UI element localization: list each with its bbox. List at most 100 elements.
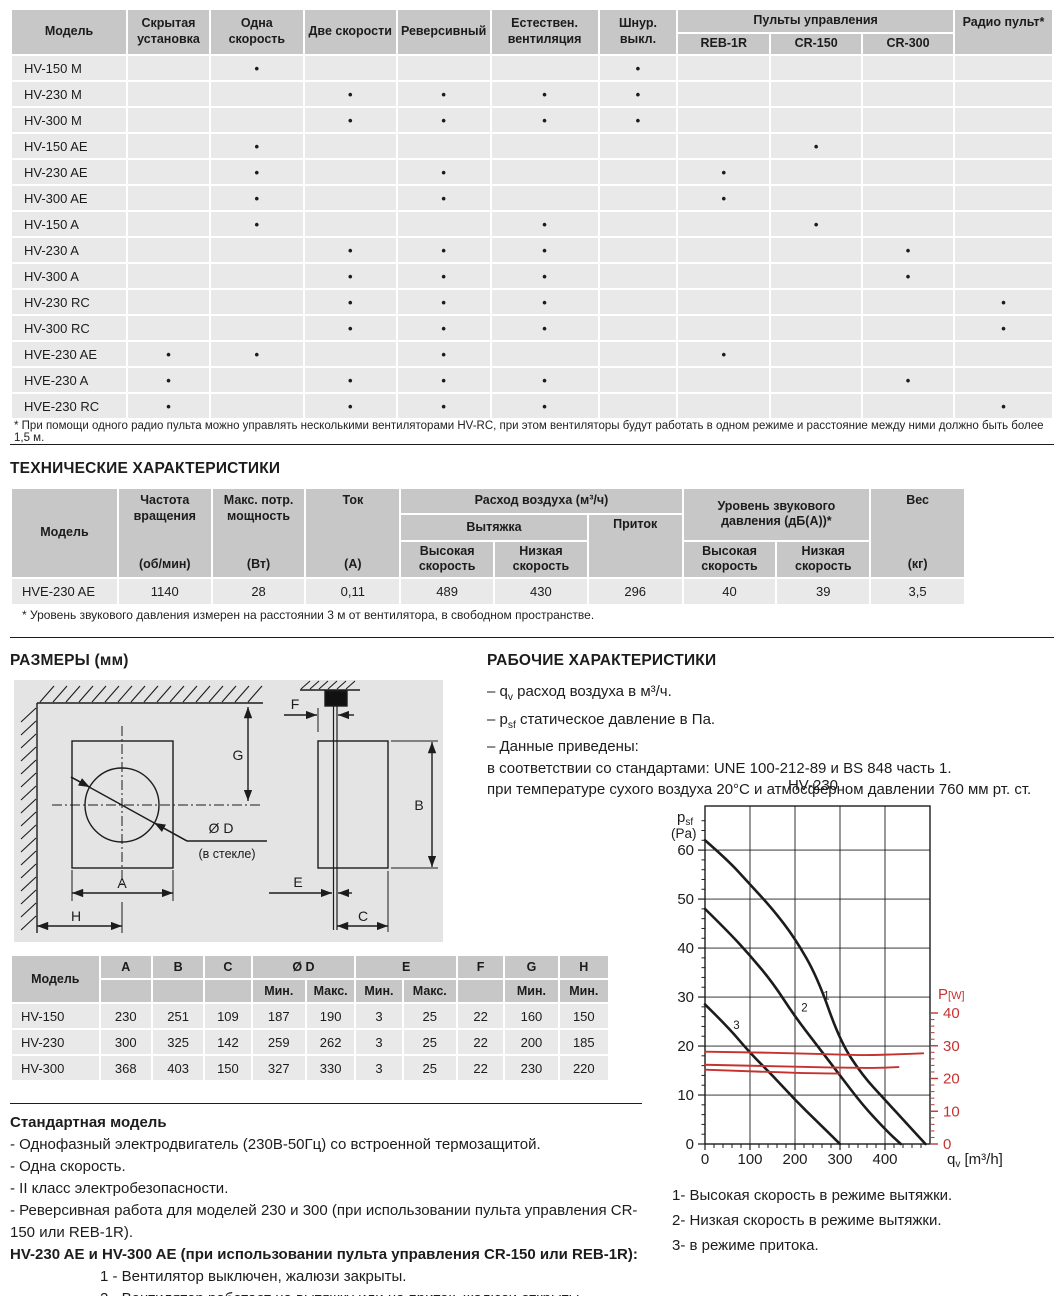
feature-dot: • [397, 186, 490, 210]
chart-legend: 1- Высокая скорость в режиме вытяжки. 2- … [672, 1183, 952, 1258]
feature-empty [210, 108, 303, 132]
svg-text:30: 30 [943, 1038, 960, 1055]
feature-dot: • [678, 342, 770, 366]
feature-empty [954, 212, 1052, 236]
model-name: HV-150 A [12, 212, 127, 236]
dim-label-f: F [291, 696, 300, 712]
feature-dot: • [397, 160, 490, 184]
feature-empty [210, 238, 303, 262]
dim-value: 200 [505, 1030, 558, 1054]
dimensions-table: Модель A B C Ø D E F G H Мин. Макс. Мин.… [10, 954, 610, 1082]
tech-header-noise-low: Низкая скорость [777, 541, 870, 577]
feature-empty [599, 212, 677, 236]
svg-text:60: 60 [677, 842, 694, 859]
dims-header-d: Ø D [252, 956, 355, 978]
feature-dot: • [397, 238, 490, 262]
feature-dot: • [599, 82, 677, 106]
feature-empty [210, 368, 303, 392]
feature-dot: • [210, 56, 303, 80]
dim-value: 150 [559, 1004, 608, 1028]
feature-empty [128, 160, 209, 184]
feature-dot: • [491, 290, 598, 314]
svg-text:400: 400 [872, 1151, 897, 1168]
feature-dot: • [491, 108, 598, 132]
feature-empty [678, 394, 770, 418]
table-row: HV-230 300 325 142 259 262 3 25 22 200 185 [12, 1030, 608, 1054]
feature-empty [128, 290, 209, 314]
tech-header-exhaust-high: Высокая скорость [401, 541, 494, 577]
svg-text:0: 0 [686, 1136, 694, 1153]
dims-header-f: F [457, 956, 504, 978]
model-name: HV-150 [12, 1004, 99, 1028]
tech-header-noise-high: Высокая скорость [683, 541, 776, 577]
table-row: HV-300 M • • • • [12, 108, 1052, 132]
feature-empty [771, 264, 862, 288]
tech-header-weight: Вес (кг) [871, 489, 964, 577]
feature-empty [599, 290, 677, 314]
feature-empty [491, 56, 598, 80]
model-name: HV-230 M [12, 82, 127, 106]
feature-empty [771, 108, 862, 132]
svg-text:qv [m³/h]: qv [m³/h] [947, 1151, 1003, 1170]
feature-dot: • [678, 160, 770, 184]
table-row: HVE-230 AE • • • • [12, 342, 1052, 366]
tech-header-current: Ток (А) [306, 489, 400, 577]
feature-empty [863, 290, 953, 314]
feature-empty [128, 134, 209, 158]
feature-empty [678, 56, 770, 80]
numbered-item: 1 - Вентилятор выключен, жалюзи закрыты. [100, 1268, 407, 1285]
feature-dot: • [304, 238, 396, 262]
feature-dot: • [128, 368, 209, 392]
tech-value: 489 [401, 579, 494, 604]
feature-empty [599, 238, 677, 262]
model-name: HV-230 AE [12, 160, 127, 184]
svg-text:10: 10 [677, 1087, 694, 1104]
legend-item: 2- Низкая скорость в режиме вытяжки. [672, 1212, 942, 1229]
feature-empty [128, 82, 209, 106]
table-row: HV-300 368 403 150 327 330 3 25 22 230 220 [12, 1056, 608, 1080]
model-name: HV-300 AE [12, 186, 127, 210]
tech-group-noise: Уровень звукового давления (дБ(А))* [683, 489, 870, 540]
tech-value: 40 [683, 579, 776, 604]
feature-empty [863, 56, 953, 80]
feature-empty [678, 264, 770, 288]
feature-empty [771, 82, 862, 106]
dim-label-e: E [293, 874, 302, 890]
dims-subheader-min: Мин. [559, 980, 608, 1002]
feature-empty [954, 160, 1052, 184]
feature-empty [491, 342, 598, 366]
model-name: HVE-230 AE [12, 342, 127, 366]
feature-empty [210, 316, 303, 340]
feature-dot: • [491, 264, 598, 288]
feature-dot: • [304, 108, 396, 132]
dim-value: 150 [205, 1056, 251, 1080]
svg-text:P[W]: P[W] [938, 986, 965, 1003]
svg-text:20: 20 [677, 1038, 694, 1055]
ae-models-numbered-items: 1 - Вентилятор выключен, жалюзи закрыты.… [10, 1266, 638, 1296]
standard-item: - Реверсивная работа для моделей 230 и 3… [10, 1202, 638, 1241]
dim-value: 259 [252, 1030, 305, 1054]
svg-text:1: 1 [823, 990, 829, 1002]
dim-value: 22 [457, 1004, 504, 1028]
model-name: HV-230 [12, 1030, 99, 1054]
dim-value: 230 [505, 1056, 558, 1080]
svg-text:10: 10 [943, 1103, 960, 1120]
table-row: HV-150 M • • [12, 56, 1052, 80]
svg-text:40: 40 [943, 1005, 960, 1022]
svg-text:0: 0 [701, 1151, 709, 1168]
feature-empty [304, 212, 396, 236]
mount-block [324, 690, 348, 707]
performance-chart-svg: 0 10 20 30 40 50 60 0 100 200 300 400 0 10 20 30 40 HV-23… [671, 777, 1003, 1170]
feature-empty [599, 368, 677, 392]
feature-dot: • [128, 394, 209, 418]
col-header-natural-vent: Естествен. вентиляция [491, 10, 598, 54]
feature-empty [771, 316, 862, 340]
feature-empty [678, 316, 770, 340]
feature-dot: • [491, 82, 598, 106]
dim-value: 403 [152, 1056, 204, 1080]
model-name: HVE-230 A [12, 368, 127, 392]
feature-dot: • [771, 212, 862, 236]
dim-value: 25 [403, 1056, 456, 1080]
feature-empty [397, 56, 490, 80]
feature-empty [210, 394, 303, 418]
